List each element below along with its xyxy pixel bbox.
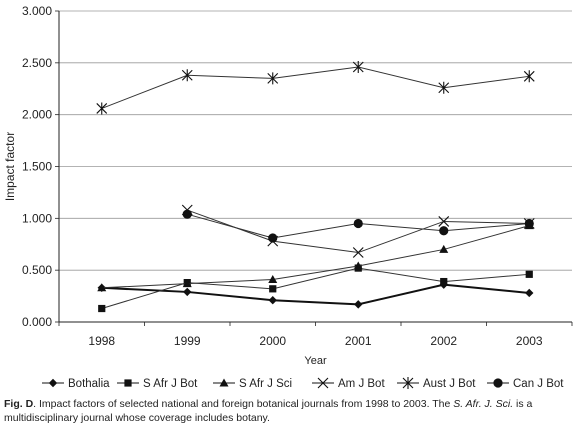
legend-marker-aust-j-bot: [402, 377, 414, 389]
data-point-aust-j-bot: [352, 60, 364, 73]
data-point-s-afr-j-bot: [440, 277, 448, 286]
legend-marker-bothalia: [48, 378, 58, 388]
data-point-s-afr-j-sci: [97, 283, 107, 292]
data-point-s-afr-j-sci: [353, 261, 363, 270]
legend-label-s-afr-j-bot: S Afr J Bot: [143, 378, 198, 390]
legend: Bothalia S Afr J Bot S Afr J Sci Am J Bot Au…: [42, 377, 564, 390]
x-tick-label: 1998: [88, 334, 115, 348]
data-point-s-afr-j-sci: [439, 244, 449, 253]
x-tick-label: 2000: [259, 334, 286, 348]
series-line-aust-j-bot: [101, 66, 530, 109]
x-tick-label: 2001: [345, 334, 372, 348]
data-point-bothalia: [268, 296, 277, 305]
y-tick-labels: 0.000 0.500 1.000 1.500 2.000 2.500 3.000: [22, 4, 52, 329]
data-point-s-afr-j-sci: [182, 279, 192, 288]
legend-label-s-afr-j-sci: S Afr J Sci: [239, 378, 292, 390]
legend-label-aust-j-bot: Aust J Bot: [423, 378, 476, 390]
y-tick-label: 1.500: [22, 160, 52, 174]
data-point-s-afr-j-bot: [269, 285, 277, 293]
gridlines: [59, 10, 572, 271]
y-tick-label: 2.500: [22, 56, 52, 70]
data-point-s-afr-j-bot: [525, 270, 533, 278]
caption-text-2: is a multidisciplinary journal whose cov…: [4, 398, 533, 424]
caption-journal: S. Afr. J. Sci.: [453, 398, 514, 410]
data-point-aust-j-bot: [523, 70, 535, 83]
series-s-afr-j-sci: [97, 221, 534, 292]
legend-label-can-j-bot: Can J Bot: [513, 378, 564, 390]
series-line-s-afr-j-bot: [101, 267, 530, 310]
legend-marker-s-afr-j-sci: [219, 378, 229, 387]
series-layer: [96, 60, 535, 313]
data-point-can-j-bot: [524, 218, 534, 229]
y-tick-label: 0.000: [22, 315, 52, 329]
y-axis-label: Impact factor: [3, 132, 17, 201]
x-axis-label: Year: [304, 355, 327, 367]
x-tick-labels: 1998 1999 2000 2001 2002 2003: [88, 334, 543, 348]
series-can-j-bot: [182, 209, 534, 243]
data-point-am-j-bot: [438, 216, 450, 227]
series-am-j-bot: [181, 204, 535, 258]
series-line-s-afr-j-sci: [101, 225, 530, 289]
legend-marker-am-j-bot: [317, 377, 329, 389]
legend-label-am-j-bot: Am J Bot: [338, 378, 385, 390]
data-point-am-j-bot: [352, 247, 364, 258]
legend-marker-s-afr-j-bot: [124, 379, 132, 387]
data-point-can-j-bot: [182, 209, 192, 219]
data-point-bothalia: [525, 288, 534, 298]
impact-factor-chart: 0.000 0.500 1.000 1.500 2.000 2.500 3.000 1998…: [3, 4, 573, 390]
data-point-can-j-bot: [353, 218, 363, 229]
x-tick-label: 1999: [174, 334, 201, 348]
data-point-bothalia: [354, 300, 363, 309]
data-point-aust-j-bot: [267, 72, 279, 85]
data-point-aust-j-bot: [96, 102, 108, 115]
x-tick-label: 2003: [516, 334, 543, 348]
data-point-aust-j-bot: [438, 81, 450, 94]
data-point-bothalia: [183, 287, 192, 297]
caption-text-1: . Impact factors of selected national an…: [33, 398, 454, 410]
y-tick-label: 0.500: [22, 263, 52, 277]
series-line-am-j-bot: [187, 209, 530, 254]
legend-marker-can-j-bot: [493, 378, 503, 388]
data-point-can-j-bot: [268, 233, 278, 243]
caption-label: Fig. D: [4, 398, 34, 410]
legend-label-bothalia: Bothalia: [68, 378, 110, 390]
y-tick-label: 2.000: [22, 108, 52, 122]
series-aust-j-bot: [96, 60, 535, 115]
data-point-s-afr-j-sci: [268, 274, 278, 283]
data-point-can-j-bot: [439, 226, 449, 236]
x-tick-label: 2002: [430, 334, 457, 348]
data-point-s-afr-j-bot: [98, 304, 106, 313]
series-s-afr-j-bot: [98, 264, 533, 313]
y-tick-label: 3.000: [22, 4, 52, 18]
series-line-bothalia: [101, 283, 530, 306]
axes: [55, 10, 573, 326]
data-point-aust-j-bot: [181, 69, 193, 82]
y-tick-label: 1.000: [22, 211, 52, 225]
figure-caption: Fig. D. Impact factors of selected natio…: [4, 397, 576, 425]
